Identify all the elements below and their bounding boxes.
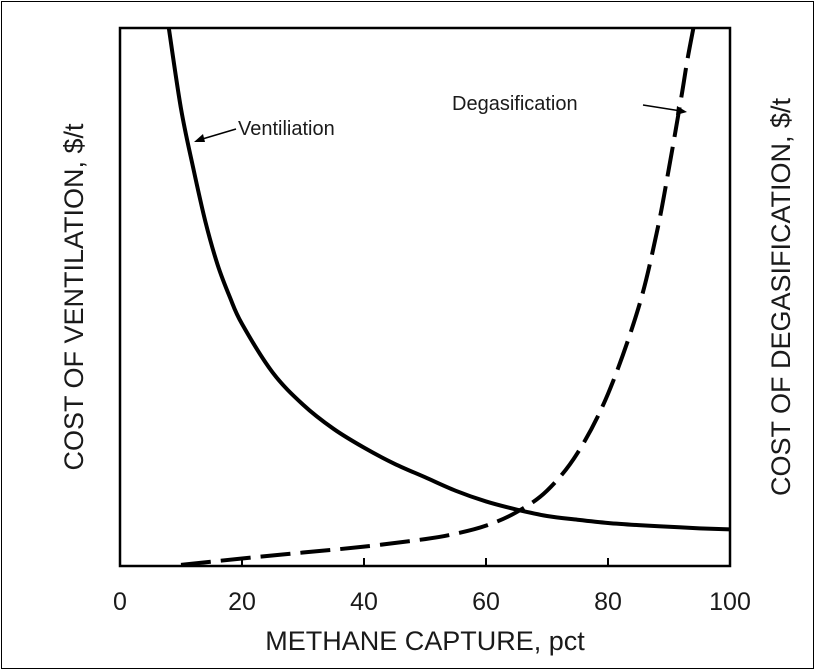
ventiliation-annotation: Ventiliation	[238, 118, 335, 140]
y-axis-label-right: COST OF DEGASIFICATION, $/t	[766, 97, 796, 496]
x-tick-label-100: 100	[709, 588, 751, 616]
y-axis-label-left: COST OF VENTILATION, $/t	[59, 123, 89, 471]
ventiliation-label-arrow	[198, 128, 237, 141]
x-tick-label-40: 40	[350, 588, 378, 616]
series-line-ventiliation	[166, 28, 730, 532]
series-line-degasification	[180, 28, 696, 566]
x-tick-label-0: 0	[113, 588, 127, 616]
degasification-annotation: Degasification	[452, 93, 578, 115]
series-layer	[166, 28, 730, 566]
x-tick-layer: 0 20 40 60 80 100	[113, 558, 751, 616]
degasification-arrowhead	[676, 106, 687, 115]
plot-area-border	[118, 26, 732, 568]
x-tick-label-60: 60	[472, 588, 500, 616]
ventiliation-arrowhead	[194, 134, 205, 142]
degasification-label-arrow	[642, 104, 682, 112]
x-tick-label-20: 20	[228, 588, 256, 616]
x-tick-label-80: 80	[594, 588, 622, 616]
x-axis-label: METHANE CAPTURE, pct	[265, 626, 585, 656]
